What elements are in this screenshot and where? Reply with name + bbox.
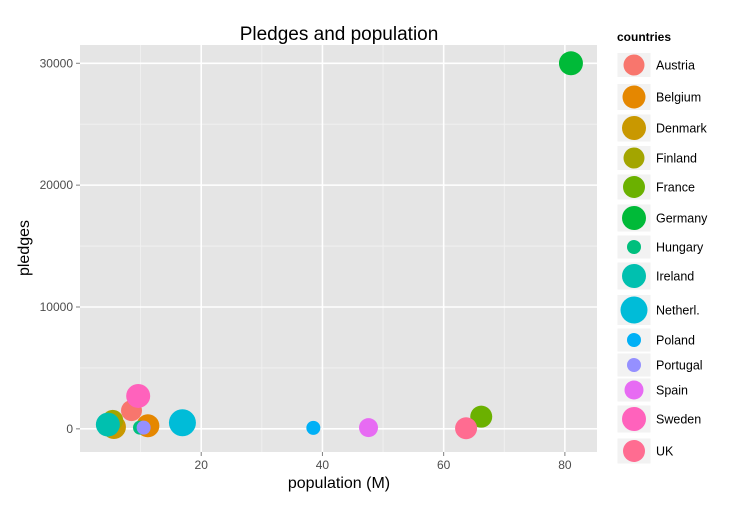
legend-key-denmark <box>622 116 646 140</box>
legend-key-uk <box>623 440 645 462</box>
legend-label: Spain <box>656 384 688 398</box>
legend-label: Hungary <box>656 241 704 255</box>
legend-key-ireland <box>622 264 646 288</box>
y-tick-label: 30000 <box>40 56 74 70</box>
x-axis: 20 40 60 80 <box>195 452 572 472</box>
point-uk <box>455 417 478 440</box>
legend-label: Poland <box>656 334 695 348</box>
x-axis-label: population (M) <box>288 475 390 492</box>
y-tick-label: 10000 <box>40 300 74 314</box>
plot-panel <box>80 45 597 452</box>
legend-key-sweden <box>622 407 646 431</box>
legend-key-germany <box>622 206 646 230</box>
legend-label: Belgium <box>656 91 701 105</box>
x-tick-label: 80 <box>558 458 572 472</box>
legend-key-belgium <box>622 85 646 109</box>
point-spain <box>359 418 379 438</box>
point-netherl <box>168 409 196 437</box>
legend: countries Austria Belgium Denmark Finland Fr… <box>616 30 708 465</box>
legend-label: Germany <box>656 212 708 226</box>
point-france <box>470 405 493 428</box>
legend-label: Denmark <box>656 122 707 136</box>
legend-key-poland <box>627 333 641 347</box>
y-tick-label: 0 <box>66 422 73 436</box>
legend-key-portugal <box>627 358 641 372</box>
grid-major <box>80 45 597 452</box>
point-sweden <box>126 383 151 408</box>
data-points <box>95 51 583 440</box>
legend-items: Austria Belgium Denmark Finland France German… <box>616 52 708 465</box>
x-tick-label: 40 <box>316 458 330 472</box>
x-tick-label: 20 <box>195 458 209 472</box>
y-axis: 0 10000 20000 30000 <box>40 56 80 436</box>
grid-minor <box>80 45 597 452</box>
legend-key-netherl <box>620 296 648 324</box>
x-tick-label: 60 <box>437 458 451 472</box>
legend-label: Netherl. <box>656 304 700 318</box>
legend-key-austria <box>623 54 645 76</box>
legend-key-spain <box>624 380 644 400</box>
chart-title: Pledges and population <box>240 24 439 45</box>
legend-title: countries <box>617 30 671 44</box>
legend-label: France <box>656 181 695 195</box>
legend-label: UK <box>656 445 674 459</box>
point-portugal <box>136 420 151 435</box>
legend-key-hungary <box>627 240 641 254</box>
legend-label: Ireland <box>656 270 694 284</box>
point-ireland <box>95 412 120 437</box>
legend-key-finland <box>623 147 645 169</box>
legend-label: Sweden <box>656 413 701 427</box>
y-axis-label: pledges <box>16 220 33 276</box>
y-tick-label: 20000 <box>40 178 74 192</box>
legend-label: Portugal <box>656 359 703 373</box>
point-germany <box>558 51 583 76</box>
legend-key-france <box>623 176 645 198</box>
legend-label: Finland <box>656 152 697 166</box>
legend-label: Austria <box>656 59 695 73</box>
point-poland <box>306 420 321 435</box>
